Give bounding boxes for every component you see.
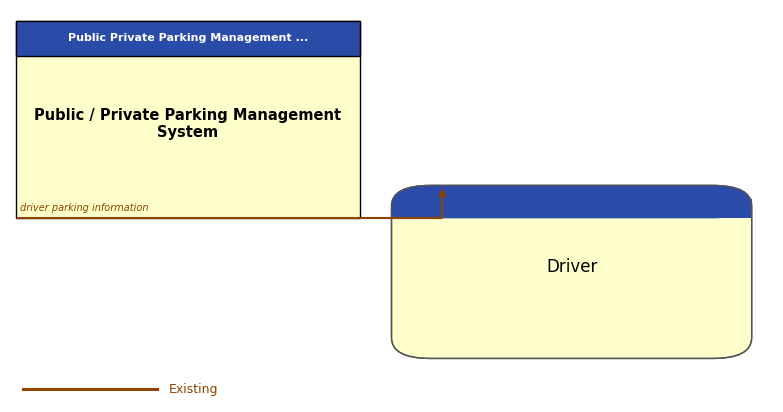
- Text: Public Private Parking Management ...: Public Private Parking Management ...: [68, 33, 308, 43]
- Text: Driver: Driver: [546, 258, 597, 276]
- FancyBboxPatch shape: [392, 185, 752, 358]
- FancyBboxPatch shape: [16, 21, 360, 56]
- FancyBboxPatch shape: [392, 185, 752, 218]
- FancyBboxPatch shape: [392, 199, 752, 218]
- Text: Public / Private Parking Management
System: Public / Private Parking Management Syst…: [34, 108, 341, 140]
- Text: Existing: Existing: [168, 383, 218, 396]
- FancyBboxPatch shape: [16, 21, 360, 218]
- Text: driver parking information: driver parking information: [20, 204, 148, 213]
